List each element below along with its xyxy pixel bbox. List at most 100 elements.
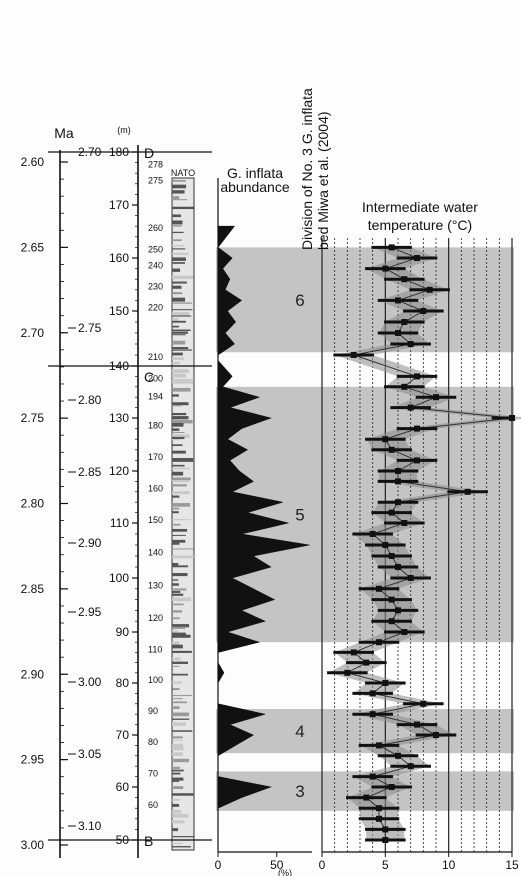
lithology-layer <box>172 373 186 378</box>
temperature-point <box>376 815 382 822</box>
temperature-point <box>388 553 395 559</box>
lithology-layer <box>172 641 180 646</box>
temperature-point <box>369 773 376 780</box>
lithology-layer <box>172 793 194 796</box>
lithology-layer <box>172 503 191 507</box>
lithology-layer <box>172 746 184 751</box>
core-depth-label: 250 <box>148 244 163 254</box>
temperature-point <box>382 542 389 548</box>
lithology-layer <box>172 772 181 775</box>
secondary-age-label: 3.00 <box>78 675 102 689</box>
temperature-envelope <box>328 247 521 840</box>
lithology-layer <box>172 534 186 536</box>
temperature-point <box>401 276 408 283</box>
temperature-title-2: temperature (°C) <box>368 217 472 233</box>
lithology-layer <box>172 416 189 420</box>
lithology-layer <box>172 431 185 433</box>
lithology-layer <box>172 334 186 336</box>
temperature-point <box>414 255 420 261</box>
lithology-layer <box>172 285 182 289</box>
lithology-layer <box>172 315 192 317</box>
lithology-layer <box>172 412 187 416</box>
temperature-point <box>509 415 515 421</box>
depth-axis-label: (m) <box>117 125 131 135</box>
lithology-layer <box>172 220 183 225</box>
lithology-layer <box>172 630 179 633</box>
lithology-layer <box>172 803 180 807</box>
lithology-layer <box>172 650 192 653</box>
temperature-series <box>345 246 513 840</box>
lithology-layer <box>172 539 186 543</box>
age-tick-label: 3.00 <box>21 838 45 852</box>
temperature-point <box>414 425 420 432</box>
temperature-point <box>407 763 414 770</box>
core-depth-label: 240 <box>148 260 163 270</box>
age-tick-label: 2.65 <box>21 240 45 254</box>
temperature-point <box>388 446 395 453</box>
lithology-layer <box>172 634 191 638</box>
age-tick-label: 2.85 <box>21 582 45 596</box>
temperature-point <box>382 436 389 443</box>
lithology-layer <box>172 436 185 440</box>
division-title-2: bed Miwa et al. (2004) <box>315 111 331 250</box>
core-depth-label: 120 <box>148 613 163 623</box>
core-depth-label: 90 <box>148 706 158 716</box>
lithology-layer <box>172 312 190 316</box>
lithology-layer <box>172 624 190 628</box>
depth-tick-label: 60 <box>116 780 130 794</box>
age-axis-label: Ma <box>54 125 74 141</box>
lithology-layer <box>172 292 183 295</box>
lithology-layer <box>172 681 182 684</box>
lithology-layer <box>172 694 192 697</box>
depth-tick-label: 170 <box>109 198 129 212</box>
lithology-layer <box>172 799 181 801</box>
division-title-group: Division of No. 3 G. inflata bed Miwa et … <box>299 88 331 250</box>
lithology-layer <box>172 387 191 392</box>
lithology-layer <box>172 275 194 279</box>
boundary-label: D <box>144 145 154 161</box>
lithology-layer <box>172 661 189 664</box>
lithology-layer <box>172 480 190 483</box>
lithology-layer <box>172 281 187 284</box>
lithology-layer <box>172 477 191 481</box>
temperature-point <box>414 721 420 728</box>
lithology-layer <box>172 199 187 201</box>
division-band-label: 5 <box>295 506 304 525</box>
temperature-point <box>395 297 401 304</box>
lithology-layer <box>172 507 180 510</box>
lithology-layer <box>172 439 181 441</box>
lithology-layer <box>172 842 183 845</box>
lithology-layer <box>172 617 180 620</box>
lithology-layer <box>172 588 187 591</box>
core-depth-label: 194 <box>148 392 163 402</box>
lithology-layer <box>172 528 188 532</box>
lithology-layer <box>172 231 184 234</box>
secondary-age-label: 2.90 <box>78 536 102 550</box>
temperature-point <box>376 585 382 592</box>
lithology-layer <box>172 718 190 720</box>
depth-tick-label: 110 <box>110 516 129 530</box>
depth-tick-label: 70 <box>116 728 130 742</box>
temperature-point <box>369 711 376 718</box>
lithology-layer <box>172 405 182 407</box>
lithology-layer <box>172 190 185 194</box>
core-depth-label: 170 <box>148 452 163 462</box>
temperature-point <box>407 404 414 411</box>
temperature-x-tick-label: 15 <box>505 858 519 872</box>
lithology-layer <box>172 491 190 495</box>
core-label-header: NATO <box>171 168 195 178</box>
lithology-layer <box>172 428 180 431</box>
core-depth-label: 140 <box>148 548 163 558</box>
temperature-point <box>382 265 389 272</box>
lithology-layer <box>172 511 179 514</box>
boundary-label: B <box>144 833 153 849</box>
temperature-point <box>388 596 395 603</box>
temperature-point <box>376 639 382 646</box>
lithology-layer <box>172 836 194 838</box>
lithology-layer <box>172 626 186 629</box>
lithology-layer <box>172 248 186 250</box>
lithology-layer <box>172 523 181 526</box>
division-band <box>216 247 514 353</box>
lithology-layer <box>172 548 194 550</box>
